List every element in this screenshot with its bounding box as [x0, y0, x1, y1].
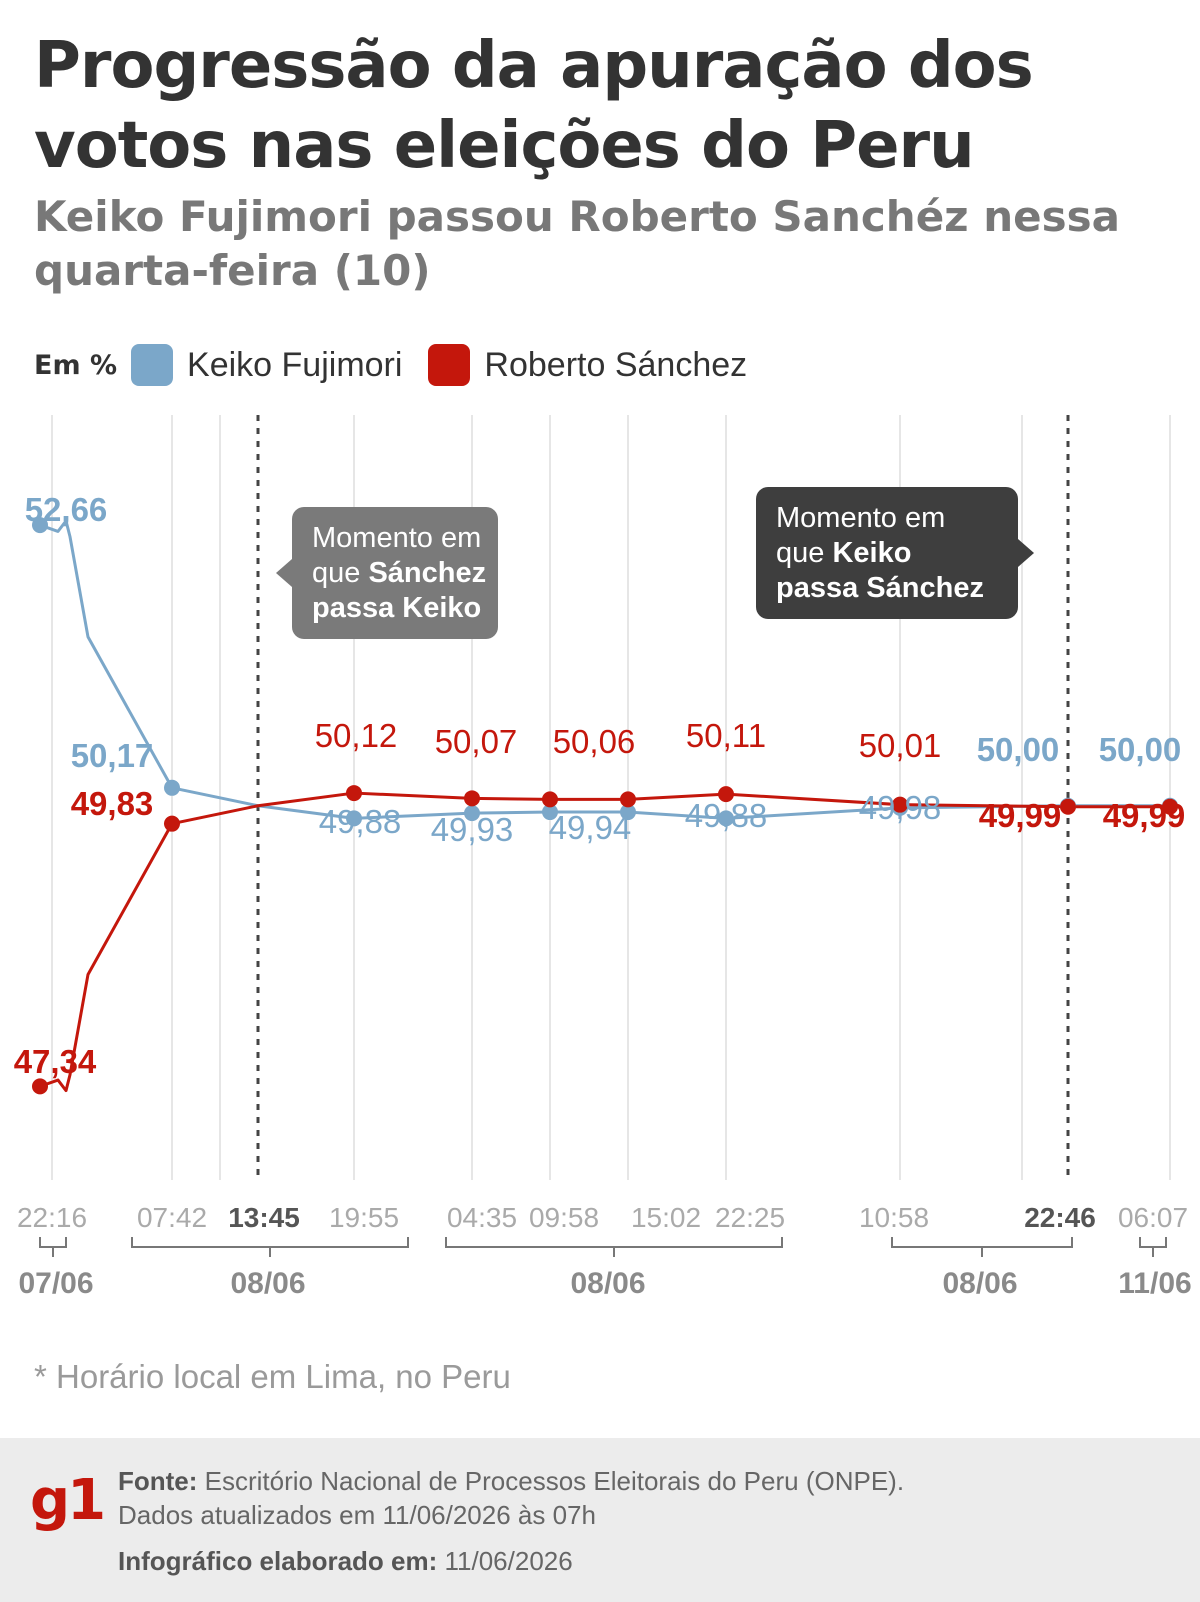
legend-swatch-keiko	[131, 344, 174, 386]
annotation-text-1: Momento em que Keiko passa Sánchez	[776, 502, 984, 604]
sanchez-point-10	[1162, 798, 1178, 815]
legend-label-keiko: Keiko Fujimori	[187, 345, 403, 384]
keiko-point-3	[346, 810, 362, 827]
date-bracket-2	[445, 1237, 783, 1257]
date-bracket-4	[1139, 1237, 1167, 1257]
keiko-point-0	[32, 517, 48, 534]
timezone-note: * Horário local em Lima, no Peru	[34, 1358, 511, 1395]
footer: g1 Fonte: Escritório Nacional de Process…	[0, 1438, 1200, 1602]
sanchez-label-9: 49,99	[979, 797, 1062, 834]
date-label-4: 11/06	[1118, 1267, 1191, 1295]
keiko-point-5	[542, 804, 558, 821]
keiko-label-5: 49,94	[549, 809, 632, 846]
sanchez-label-3: 50,12	[315, 717, 398, 754]
x-tick-10: 06:07	[1118, 1202, 1188, 1233]
sanchez-label-5: 50,06	[553, 723, 636, 760]
sanchez-label-10: 49,99	[1103, 797, 1186, 834]
annotation-text-0: Momento em que Sánchez passa Keiko	[312, 522, 486, 624]
x-tick-6: 15:02	[631, 1202, 701, 1233]
sanchez-label-7: 50,11	[686, 717, 766, 754]
keiko-point-6	[620, 804, 636, 821]
date-label-2: 08/06	[570, 1267, 645, 1295]
keiko-point-1	[164, 779, 180, 796]
x-tick-4: 04:35	[447, 1202, 517, 1233]
annotation-0: Momento em que Sánchez passa Keiko	[276, 507, 498, 639]
annotation-1: Momento em que Keiko passa Sánchez	[756, 487, 1034, 619]
legend-label-sanchez: Roberto Sánchez	[484, 345, 748, 384]
annotation-box-0	[292, 507, 498, 639]
legend: Em % Keiko Fujimori Roberto Sánchez	[34, 340, 773, 390]
date-bracket-3	[891, 1237, 1073, 1257]
keiko-label-4: 49,93	[431, 811, 514, 848]
keiko-point-4	[464, 805, 480, 822]
sanchez-label-0: 47,34	[14, 1043, 97, 1080]
page-subtitle: Keiko Fujimori passou Roberto Sanchéz ne…	[34, 192, 1120, 295]
keiko-label-0: 52,66	[25, 491, 108, 528]
page-title: Progressão da apuração dos votos nas ele…	[34, 29, 1034, 183]
sanchez-point-7	[718, 786, 734, 803]
sanchez-point-0	[32, 1078, 48, 1095]
line-chart: 52,66 47,34 50,17 49,83 49,88 50,12 49,93 50,07…	[14, 415, 1192, 1295]
keiko-label-9: 50,00	[977, 731, 1060, 768]
sanchez-point-8	[892, 796, 908, 813]
source-block: Fonte: Escritório Nacional de Processos …	[118, 1464, 904, 1532]
made-value: 11/06/2026	[444, 1546, 573, 1576]
source-text: Escritório Nacional de Processos Eleitor…	[204, 1466, 905, 1496]
x-tick-7: 22:25	[715, 1202, 785, 1233]
date-bracket-1	[131, 1237, 409, 1257]
made-block: Infográfico elaborado em: 11/06/2026	[118, 1546, 573, 1577]
date-label-0: 07/06	[18, 1267, 93, 1295]
g1-logo: g1	[30, 1468, 106, 1533]
sanchez-point-1	[164, 815, 180, 832]
sanchez-point-5	[542, 791, 558, 808]
sanchez-point-4	[464, 790, 480, 807]
sanchez-label-4: 50,07	[435, 723, 518, 760]
sanchez-label-1: 49,83	[71, 785, 154, 822]
sanchez-point-3	[346, 785, 362, 802]
sanchez-point-6	[620, 791, 636, 808]
x-tick-8: 10:58	[859, 1202, 929, 1233]
keiko-label-8: 49,98	[859, 789, 942, 826]
x-tick-0: 22:16	[17, 1202, 87, 1233]
legend-unit: Em %	[34, 349, 118, 381]
x-tick-3: 19:55	[329, 1202, 399, 1233]
x-tick-5: 09:58	[529, 1202, 599, 1233]
annotation-pointer-1	[1018, 539, 1034, 567]
made-key: Infográfico elaborado em:	[118, 1546, 438, 1576]
sanchez-label-8: 50,01	[859, 727, 942, 764]
x-tick-1: 07:42	[137, 1202, 207, 1233]
keiko-label-3: 49,88	[319, 803, 402, 840]
sanchez-point-9	[1060, 798, 1076, 815]
date-label-1: 08/06	[230, 1267, 305, 1295]
date-label-3: 08/06	[942, 1267, 1017, 1295]
keiko-label-10: 50,00	[1099, 731, 1182, 768]
legend-swatch-sanchez	[428, 344, 471, 386]
updated-text: Dados atualizados em 11/06/2026 às 07h	[118, 1500, 596, 1530]
source-key: Fonte:	[118, 1466, 198, 1496]
x-tick-2: 13:45	[228, 1202, 300, 1233]
date-bracket-0	[39, 1237, 67, 1257]
annotation-pointer-0	[276, 559, 292, 587]
x-tick-9: 22:46	[1024, 1202, 1096, 1233]
keiko-label-7: 49,88	[685, 797, 768, 834]
annotation-box-1	[756, 487, 1018, 619]
keiko-point-7	[718, 810, 734, 827]
keiko-label-1: 50,17	[71, 737, 154, 774]
